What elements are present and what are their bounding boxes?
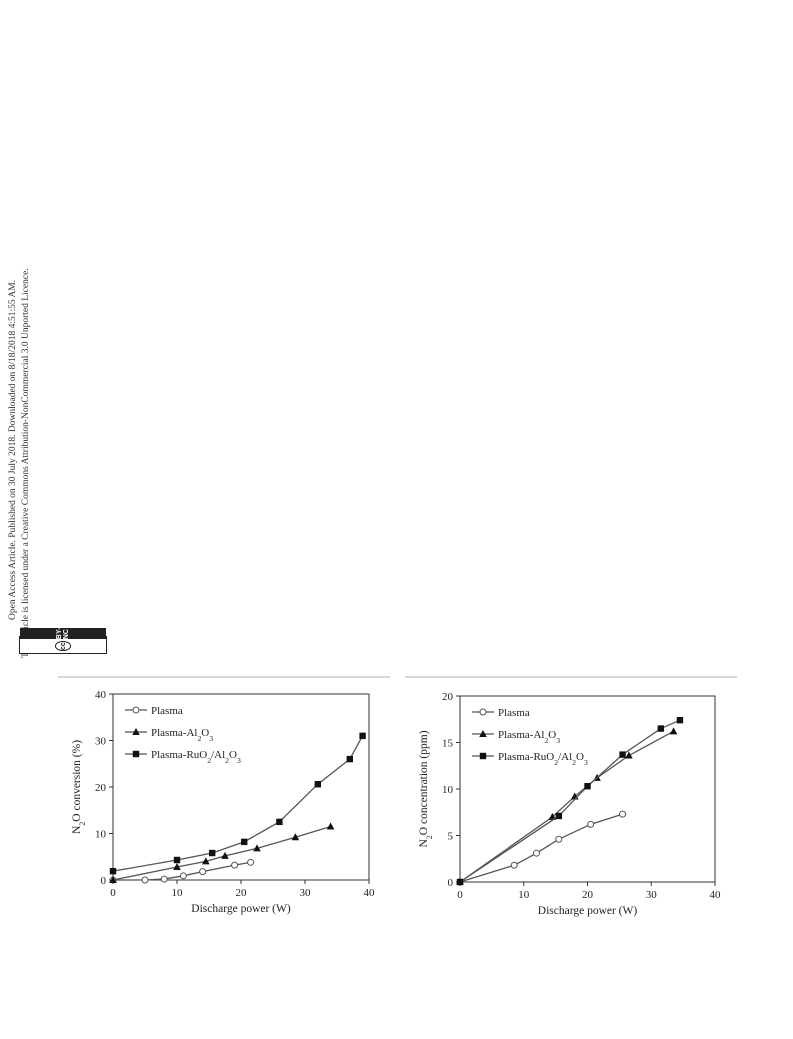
right-y-tick-label: 15	[442, 738, 454, 750]
left-y-tick-label: 40	[95, 689, 107, 701]
left-legend-marker-1	[132, 728, 140, 735]
right-point-0-1	[510, 861, 518, 869]
right-point-2-4	[657, 725, 665, 732]
right-legend-marker-2	[479, 752, 487, 760]
right-point-2-1	[555, 812, 563, 820]
right-point-2-2	[584, 783, 591, 790]
left-legend-marker-2	[132, 750, 140, 758]
right-legend-entry-2: Plasma-RuO2/Al2O3	[472, 751, 588, 767]
left-series-0	[109, 858, 255, 884]
divider-right	[405, 676, 737, 678]
left-point-2-7	[359, 732, 366, 740]
right-y-tick-label: 0	[448, 877, 454, 889]
left-point-2-4	[276, 818, 283, 826]
right-legend-marker-1	[479, 730, 487, 737]
left-series-1	[109, 822, 335, 883]
cc-icon: cc	[55, 641, 71, 651]
left-legend-marker-0	[132, 706, 140, 714]
left-legend-entry-2: Plasma-RuO2/Al2O3	[125, 749, 241, 765]
left-y-tick-label: 0	[101, 875, 107, 887]
left-point-2-2	[209, 849, 216, 857]
left-y-axis-label: N2O conversion (%)	[71, 740, 87, 834]
left-series-line-2	[112, 735, 364, 872]
right-legend-entry-1: Plasma-Al2O3	[472, 729, 560, 745]
left-legend-label-2: Plasma-RuO2/Al2O3	[151, 749, 241, 765]
right-y-tick-label: 5	[448, 831, 454, 843]
left-point-0-3	[179, 872, 187, 880]
right-point-0-4	[587, 820, 595, 828]
left-point-0-1	[141, 876, 149, 884]
left-point-2-3	[241, 838, 248, 846]
left-legend-entry-0: Plasma	[125, 705, 183, 717]
right-point-1-4	[625, 751, 633, 759]
left-point-1-2	[202, 857, 210, 865]
right-point-0-5	[619, 810, 627, 818]
right-point-2-0	[456, 878, 464, 886]
right-x-tick-label: 20	[582, 889, 594, 901]
left-point-0-2	[160, 875, 168, 883]
cc-badge-label: BY-NC	[20, 627, 106, 640]
left-x-axis-label: Discharge power (W)	[191, 903, 291, 915]
right-legend-label-1: Plasma-Al2O3	[498, 729, 560, 745]
right-series-0	[456, 810, 627, 886]
publication-notice: Open Access Article. Published on 30 Jul…	[8, 279, 18, 620]
license-sidebar: Open Access Article. Published on 30 Jul…	[8, 120, 38, 660]
right-x-tick-label: 40	[710, 889, 722, 901]
left-legend-entry-1: Plasma-Al2O3	[125, 727, 213, 743]
left-point-0-6	[247, 858, 255, 866]
left-point-1-5	[291, 833, 300, 841]
left-x-tick-label: 40	[364, 887, 376, 899]
left-x-tick-label: 0	[110, 887, 116, 899]
license-notice[interactable]: This article is licensed under a Creativ…	[21, 268, 31, 658]
right-x-tick-label: 10	[518, 889, 530, 901]
right-point-2-5	[676, 716, 684, 724]
right-legend-label-0: Plasma	[498, 707, 530, 719]
right-point-0-2	[533, 849, 540, 857]
left-y-tick-label: 20	[95, 782, 107, 794]
left-x-tick-label: 10	[172, 887, 184, 899]
right-y-tick-label: 10	[442, 784, 454, 796]
left-point-1-1	[173, 862, 181, 870]
chart-n2o-concentration: 0 10 20 30 40 0 5 10 15 20 Discharge power (W) N2O …	[418, 691, 722, 917]
cc-license-badge[interactable]: cc BY-NC	[19, 627, 107, 654]
left-point-0-4	[199, 868, 207, 876]
right-legend-label-2: Plasma-RuO2/Al2O3	[498, 751, 588, 767]
right-point-1-5	[669, 727, 678, 735]
right-x-tick-label: 30	[646, 889, 658, 901]
right-legend-entry-0: Plasma	[472, 707, 530, 719]
left-y-tick-label: 10	[95, 829, 107, 841]
left-point-1-0	[109, 876, 117, 883]
chart-n2o-conversion: 0 10 20 30 40 0 10 20 30 40 Discharge power (W) N2O…	[71, 689, 376, 915]
right-point-0-3	[555, 835, 563, 843]
right-x-axis-label: Discharge power (W)	[538, 905, 638, 917]
right-point-1-1	[548, 812, 557, 820]
left-point-1-4	[253, 844, 261, 852]
left-point-2-0	[109, 867, 117, 875]
left-point-2-5	[314, 781, 321, 788]
left-point-2-1	[173, 856, 181, 864]
right-series-2	[456, 716, 684, 886]
left-legend-label-0: Plasma	[151, 705, 183, 717]
left-point-2-6	[346, 755, 353, 763]
right-y-axis-label: N2O concentration (ppm)	[418, 730, 434, 847]
right-series-line-0	[459, 813, 623, 883]
left-point-1-3	[221, 851, 229, 859]
left-x-tick-label: 30	[300, 887, 312, 899]
left-x-tick-label: 20	[236, 887, 248, 899]
left-series-line-1	[112, 825, 331, 881]
left-y-tick-label: 30	[95, 736, 107, 748]
right-x-tick-label: 0	[457, 889, 463, 901]
left-legend-label-1: Plasma-Al2O3	[151, 727, 213, 743]
left-point-1-6	[326, 822, 335, 830]
left-series-2	[109, 732, 366, 875]
right-y-tick-label: 20	[442, 691, 454, 703]
left-point-0-5	[231, 861, 239, 869]
right-legend-marker-0	[479, 708, 487, 716]
divider-left	[58, 676, 390, 678]
right-point-2-3	[619, 751, 626, 758]
